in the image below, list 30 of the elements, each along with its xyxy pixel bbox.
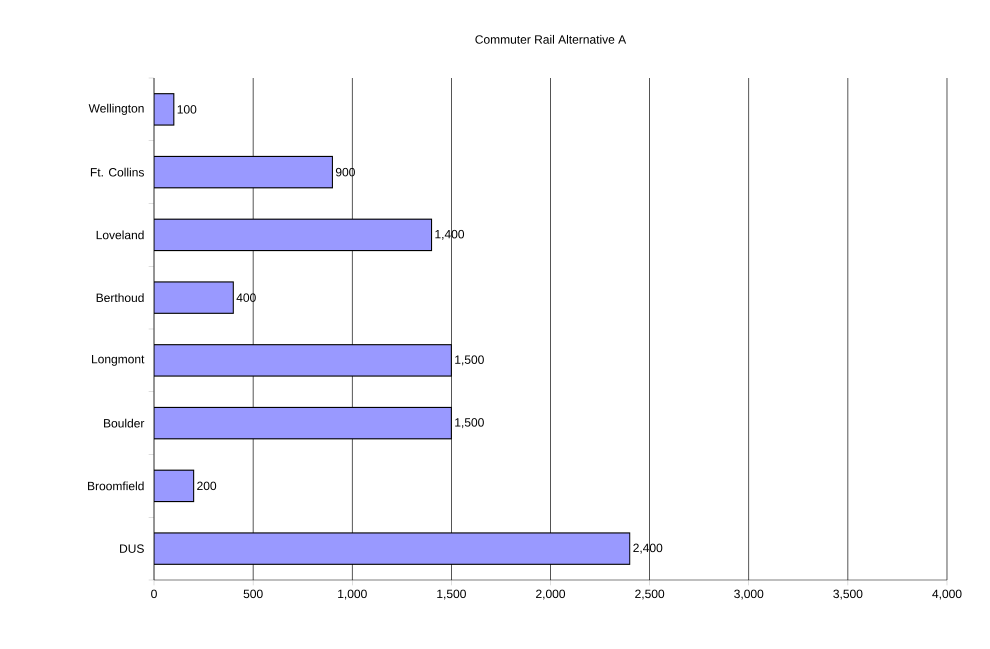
bar [154,156,333,188]
x-tick-label: 3,000 [734,590,764,600]
y-tick-label: DUS [120,544,144,553]
bar [154,532,630,565]
y-tick-label: Ft. Collins [90,168,144,177]
y-tick-label: Boulder [104,418,144,428]
x-tick-label: 2,000 [536,590,566,600]
bar [154,406,452,440]
data-label: 100 [178,105,196,114]
chart-title: Commuter Rail Alternative A [475,34,626,44]
y-tick-label: Broomfield [88,481,144,490]
x-tick-label: 3,500 [833,590,862,600]
y-tick-label: Berthoud [96,293,144,302]
bar [154,93,174,126]
x-tick-label: 500 [244,590,263,598]
y-tick-label: Loveland [96,230,144,240]
bar [154,344,452,377]
x-tick-label: 2,500 [635,590,664,600]
x-tick-label: 1,000 [338,590,367,600]
data-label: 1,500 [455,418,484,428]
x-tick-label: 4,000 [932,590,962,600]
data-label: 1,500 [455,355,484,366]
y-tick-label: Longmont [92,355,144,366]
x-tick-label: 0 [151,590,157,598]
bar [154,218,432,252]
x-tick-label: 1,500 [437,590,466,600]
data-label: 200 [197,482,216,490]
bar [154,470,194,502]
bar [154,281,234,314]
y-tick-label: Wellington [88,104,144,115]
